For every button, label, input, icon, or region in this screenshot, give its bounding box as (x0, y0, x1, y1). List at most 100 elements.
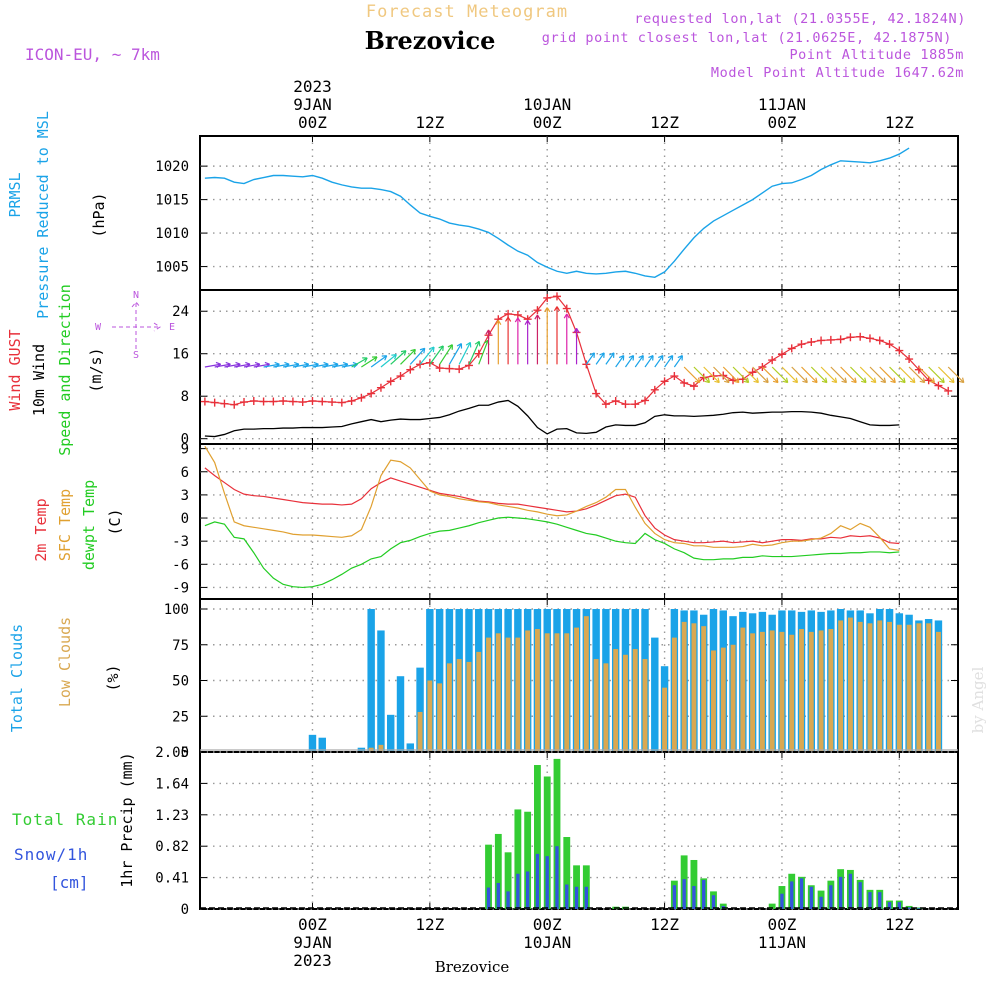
snow-bar (878, 892, 882, 909)
wind-direction-arrow (400, 349, 416, 365)
rain-bar (514, 809, 522, 909)
total-cloud-bar (387, 714, 395, 752)
y-tick-label-clouds: 100 (164, 602, 189, 618)
wind-gust-marker (689, 382, 698, 391)
legend-snow-unit: [cm] (50, 873, 89, 892)
y-tick-label-precip: 1.64 (155, 776, 189, 792)
wind-arrow-head (589, 352, 595, 358)
wind-arrow-head (495, 320, 502, 325)
low-cloud-bar (417, 711, 423, 752)
wind-direction-arrow (664, 355, 674, 368)
wind-arrow-head (704, 377, 711, 384)
wind-arrow-head (860, 377, 867, 384)
wind-direction-arrow (243, 363, 260, 368)
wind-direction-arrow (615, 355, 625, 368)
top-year-label: 2023 (293, 77, 332, 96)
rain-bar (543, 776, 551, 909)
total-cloud-bar (367, 609, 375, 752)
compass-north: N (133, 290, 139, 301)
footer-location: Brezovice (435, 958, 510, 976)
bottom-date-label: 10JAN (523, 933, 571, 952)
wind-arrow-head (648, 354, 654, 361)
wind-arrow-head (880, 377, 887, 384)
wind-direction-arrow (429, 345, 444, 365)
wind-gust-marker (944, 386, 953, 395)
series-sfc-temp (204, 446, 900, 552)
y-axis-label-temp: dewpt Temp (80, 480, 98, 570)
top-date-label: 11JAN (758, 95, 806, 114)
total-cloud-bar (406, 743, 415, 752)
snow-bar (897, 902, 901, 909)
wind-gust-marker (611, 396, 620, 405)
bottom-hour-label: 00Z (533, 915, 562, 934)
rain-bar (485, 844, 492, 909)
wind-arrow-head (534, 314, 541, 320)
snow-bar (829, 885, 833, 909)
wind-gust-marker (318, 397, 327, 406)
low-cloud-bar (456, 659, 462, 752)
wind-gust-marker (777, 350, 786, 359)
wind-gust-marker (641, 396, 650, 405)
bottom-year-label: 2023 (293, 951, 332, 970)
snow-bar (535, 853, 540, 909)
wind-direction-arrow (908, 366, 926, 383)
wind-gust-marker (543, 293, 552, 302)
y-tick-label-temperature: 3 (181, 488, 189, 504)
credit-watermark: by Angel (969, 666, 987, 733)
snow-bar (799, 878, 804, 909)
top-date-label: 10JAN (523, 95, 571, 114)
rain-bar (690, 859, 698, 909)
wind-gust-marker (464, 361, 473, 370)
low-cloud-bar (740, 627, 746, 752)
y-tick-label-wind: 0 (181, 432, 189, 448)
snow-bar (887, 902, 892, 909)
wind-gust-marker (797, 340, 806, 349)
low-cloud-bar (906, 624, 912, 752)
wind-direction-arrow (224, 363, 241, 368)
wind-arrow-head (939, 377, 945, 384)
wind-gust-marker (758, 363, 767, 371)
wind-arrow-head (900, 377, 906, 384)
wind-direction-arrow (859, 366, 877, 383)
wind-gust-marker (474, 349, 483, 358)
wind-gust-marker (856, 332, 865, 341)
header: Forecast Meteogram Brezovice ICON-EU, ~ … (25, 2, 987, 976)
y-axis-label-pressure: PRMSL (6, 172, 24, 217)
wind-direction-arrow (312, 363, 329, 368)
wind-direction-arrow (331, 363, 348, 368)
snow-bar (858, 882, 862, 909)
wind-gust-marker (249, 396, 258, 405)
top-date-label: 9JAN (293, 95, 332, 114)
snow-bar (692, 886, 696, 909)
wind-gust-marker (386, 377, 395, 386)
series-2m-temp (204, 467, 900, 545)
wind-gust-marker (210, 398, 219, 407)
snow-bar (838, 876, 843, 909)
y-tick-label-clouds: 50 (172, 674, 189, 690)
low-cloud-bar (662, 687, 668, 752)
total-cloud-bar (435, 609, 444, 752)
wind-gust-marker (396, 372, 405, 381)
wind-direction-arrow (263, 363, 280, 368)
y-axis-label-clouds: (%) (104, 664, 122, 691)
low-cloud-bar (427, 680, 433, 752)
wind-direction-arrow (722, 366, 740, 383)
wind-arrow-head (714, 377, 720, 384)
wind-arrow-head (763, 377, 769, 384)
snow-bar (907, 907, 911, 909)
series-prmsl (204, 147, 910, 279)
snow-bar (486, 887, 491, 909)
wind-gust-marker (846, 333, 855, 342)
wind-gust-marker (357, 393, 366, 402)
y-axis-label-wind: Speed and Direction (56, 284, 74, 456)
wind-arrow-head (851, 377, 857, 384)
wind-arrow-head (553, 306, 561, 312)
low-cloud-bar (593, 659, 599, 752)
low-cloud-bar (877, 620, 883, 752)
snow-bar (584, 886, 588, 909)
wind-direction-arrow (928, 366, 945, 383)
bottom-hour-label: 00Z (767, 915, 796, 934)
wind-arrow-head (514, 317, 521, 323)
wind-gust-marker (328, 398, 337, 407)
wind-direction-arrow (820, 366, 838, 383)
